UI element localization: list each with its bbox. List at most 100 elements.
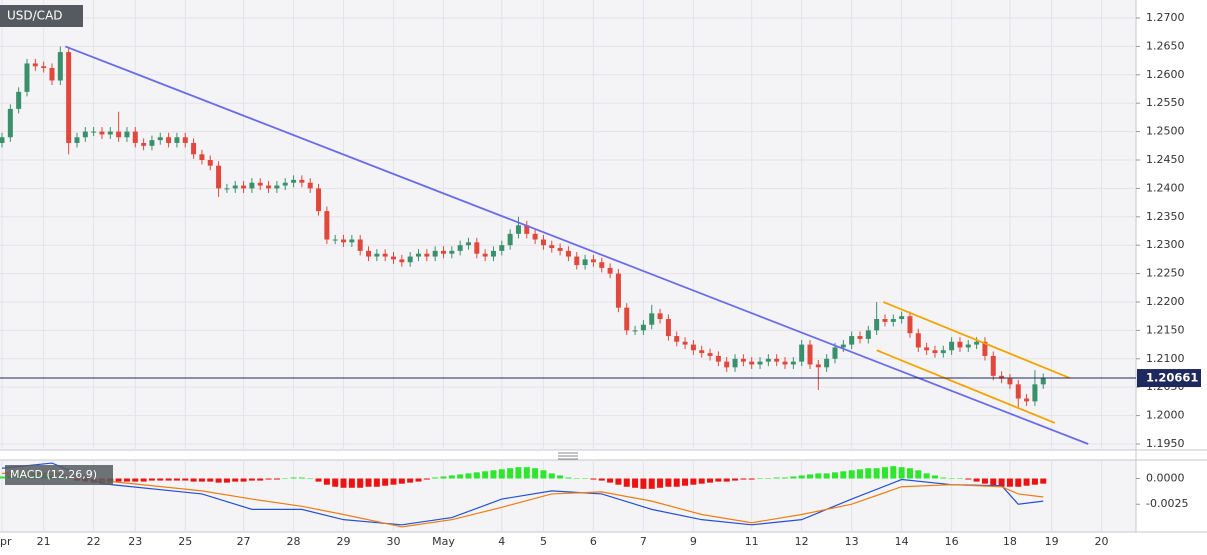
histogram-bar [607,478,614,483]
histogram-bar [257,478,264,481]
candle-body [890,319,896,322]
histogram-bar [307,478,314,480]
histogram-bar [515,467,522,479]
candle-body [857,336,863,339]
candle-body [565,250,571,257]
candle-body [940,350,946,354]
histogram-bar [465,473,472,479]
price-pane [0,0,1136,450]
candle-body [990,355,996,376]
candle-body [732,358,738,368]
x-tick-label: 30 [387,535,401,548]
histogram-bar [807,474,814,479]
histogram-bar [790,476,797,479]
histogram-bar [165,478,172,481]
candle-body [282,182,288,186]
candle-body [24,63,30,92]
y-tick-label: 1.2100 [1146,352,1185,365]
histogram-bar [615,478,622,485]
candle-body [124,131,130,138]
x-tick-label: 28 [287,535,301,548]
candle-body [740,358,746,362]
candle-body [474,242,480,254]
x-tick-label: 27 [237,535,251,548]
histogram-bar [223,478,230,483]
candle-body [915,333,921,348]
histogram-bar [582,478,589,480]
y-tick-label: 1.2700 [1146,11,1185,24]
candle-body [207,159,213,166]
histogram-bar [640,478,647,489]
histogram-bar [498,469,505,479]
candle-body [274,185,280,189]
candle-body [299,179,305,183]
candle-body [649,313,655,325]
candle-body [107,131,113,135]
histogram-bar [748,478,755,480]
candle-body [32,63,38,67]
candle-body [99,131,105,135]
histogram-bar [415,478,422,482]
histogram-bar [757,478,764,480]
histogram-bar [290,477,297,479]
histogram-bar [1023,478,1030,486]
histogram-bar [298,477,305,479]
histogram-bar [132,478,139,482]
histogram-bar [657,478,664,488]
y-tick-label: 1.2550 [1146,96,1185,109]
candle-body [957,341,963,348]
y-tick-label: 1.2450 [1146,153,1185,166]
candle-body [457,245,463,251]
candle-body [907,316,913,334]
candle-body [882,319,888,322]
candle-body [1032,384,1038,402]
histogram-bar [740,478,747,480]
histogram-bar [832,472,838,479]
candle-body [66,52,72,143]
candle-body [924,347,930,351]
candle-body [765,358,771,362]
histogram-bar [723,478,730,482]
histogram-bar [1040,478,1047,484]
x-tick-label: 11 [745,535,759,548]
candle-body [582,259,588,266]
candle-body [82,131,88,138]
candle-body [324,211,330,240]
candle-body [665,319,671,337]
candle-body [965,344,971,348]
candle-body [632,330,638,332]
histogram-bar [915,470,922,479]
y-tick-label: 1.2150 [1146,323,1185,336]
histogram-bar [848,470,855,479]
histogram-bar [448,475,455,479]
candle-body [224,188,230,190]
y-tick-label: 1.2500 [1146,125,1185,138]
candle-body [707,353,713,356]
candle-body [640,324,646,331]
candle-body [249,182,255,189]
candle-body [341,239,347,243]
pane-handle[interactable] [558,452,578,460]
candle-body [41,66,47,68]
candle-body [116,131,122,138]
histogram-bar [890,466,897,479]
candle-body [932,350,938,354]
histogram-bar [240,478,247,482]
macd-badge [5,465,113,485]
candle-body [874,319,880,331]
histogram-bar [1006,478,1013,487]
histogram-bar [873,468,880,479]
x-tick-label: 13 [845,535,859,548]
candle-body [349,239,355,243]
candle-body [1040,378,1046,385]
candle-body [307,182,313,189]
histogram-bar [523,467,530,479]
histogram-bar [140,478,147,482]
candle-body [982,341,988,356]
x-tick-label: 6 [590,535,597,548]
candle-body [241,185,247,189]
histogram-bar [157,478,164,481]
histogram-bar [315,478,322,482]
y-tick-label: 1.2200 [1146,295,1185,308]
y-tick-label: 1.2000 [1146,409,1185,422]
